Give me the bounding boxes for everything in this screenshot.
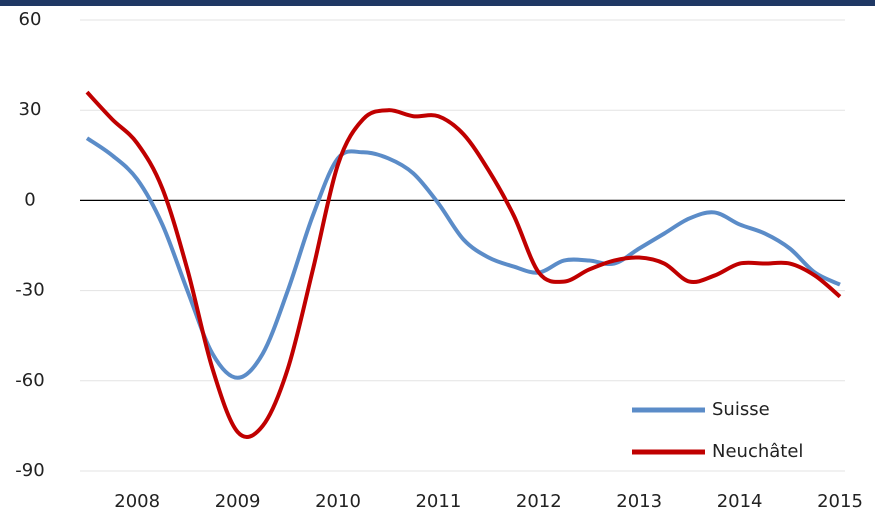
y-tick-label: 0 — [24, 189, 35, 210]
header-bar — [0, 0, 875, 6]
x-tick-label: 2013 — [616, 491, 662, 512]
x-tick-label: 2011 — [415, 491, 461, 512]
line — [85, 90, 842, 439]
y-tick-label: -90 — [15, 460, 44, 481]
line — [85, 136, 841, 380]
x-tick-label: 2014 — [717, 491, 763, 512]
x-tick-label: 2010 — [315, 491, 361, 512]
y-tick-label: 60 — [19, 9, 42, 30]
x-tick-label: 2009 — [215, 491, 261, 512]
x-tick-label: 2012 — [516, 491, 562, 512]
y-tick-label: 30 — [19, 99, 42, 120]
y-tick-label: -60 — [15, 370, 44, 391]
y-tick-label: -30 — [15, 280, 44, 301]
legend-label: Neuchâtel — [712, 441, 803, 462]
legend-label: Suisse — [712, 399, 770, 420]
x-tick-label: 2015 — [817, 491, 863, 512]
x-tick-label: 2008 — [114, 491, 160, 512]
